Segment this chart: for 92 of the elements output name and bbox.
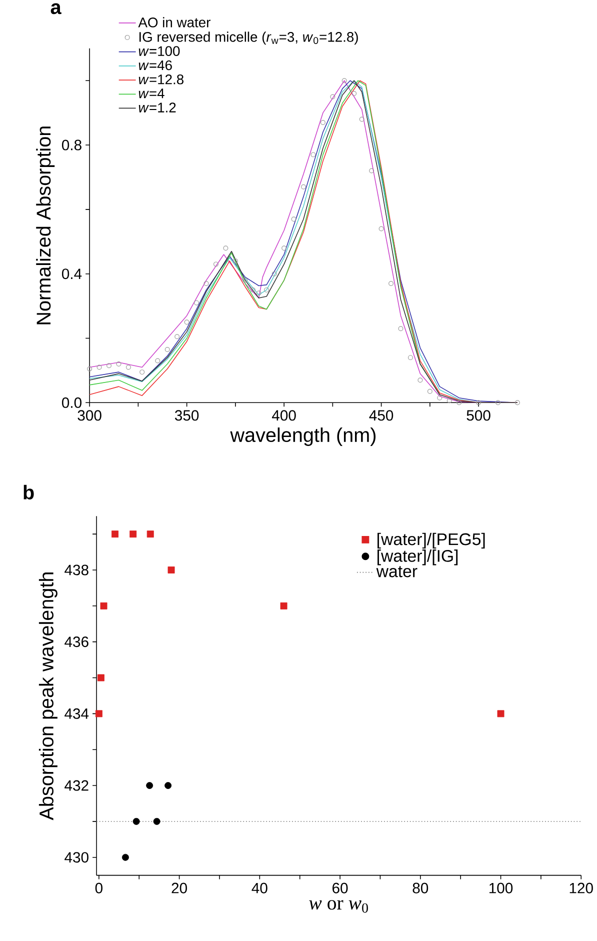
point bbox=[184, 320, 190, 325]
point bbox=[437, 395, 442, 400]
y-tick-label: 0.8 bbox=[62, 140, 82, 150]
point bbox=[398, 326, 404, 332]
point bbox=[132, 818, 140, 825]
x-tick-label: 0 bbox=[95, 882, 103, 894]
point bbox=[122, 854, 130, 861]
point bbox=[282, 246, 287, 251]
point bbox=[164, 782, 172, 789]
point bbox=[330, 94, 336, 100]
y-tick-label: 436 bbox=[64, 636, 88, 648]
point bbox=[87, 366, 92, 372]
point bbox=[126, 364, 132, 370]
point bbox=[369, 168, 374, 174]
point bbox=[456, 400, 462, 406]
point bbox=[280, 602, 288, 610]
point bbox=[130, 530, 137, 538]
point bbox=[476, 400, 482, 406]
x-axis-title: w or w$_{0}$ bbox=[309, 900, 368, 913]
point bbox=[388, 281, 394, 286]
point bbox=[320, 120, 326, 125]
point bbox=[497, 710, 504, 718]
y-tick-label: 430 bbox=[64, 852, 89, 863]
point bbox=[194, 300, 200, 306]
point bbox=[342, 78, 347, 84]
point bbox=[378, 226, 384, 232]
point bbox=[223, 246, 228, 251]
point bbox=[155, 358, 160, 364]
y-tick-label: 432 bbox=[64, 780, 88, 791]
x-tick-label: 60 bbox=[332, 882, 348, 894]
point bbox=[96, 364, 102, 370]
point bbox=[496, 400, 501, 406]
legend-label: w=46 bbox=[138, 60, 172, 70]
point bbox=[446, 398, 452, 404]
x-tick-label: 300 bbox=[78, 410, 102, 421]
x-tick-label: 400 bbox=[272, 410, 296, 421]
point bbox=[264, 287, 270, 292]
point bbox=[146, 530, 154, 538]
y-tick-label: 438 bbox=[64, 564, 88, 576]
point bbox=[256, 290, 262, 296]
x-tick-label: 120 bbox=[570, 882, 594, 894]
legend-label: AO in water bbox=[138, 17, 211, 28]
legend-label: water bbox=[376, 566, 418, 578]
point bbox=[250, 287, 256, 292]
y-axis-title: Normalized Absorption bbox=[36, 126, 55, 324]
point bbox=[418, 378, 423, 383]
point bbox=[164, 347, 170, 352]
legend-label: [water]/[PEG5] bbox=[378, 532, 485, 549]
x-tick-label: 100 bbox=[490, 882, 513, 894]
chart-title: a bbox=[50, 3, 62, 14]
legend-label: w=100 bbox=[138, 46, 180, 56]
legend-label: w=1.2 bbox=[138, 102, 176, 112]
point bbox=[515, 400, 520, 406]
point bbox=[272, 271, 277, 276]
x-tick-label: 500 bbox=[466, 410, 490, 421]
point bbox=[116, 362, 122, 367]
point bbox=[291, 216, 296, 222]
y-axis-title: Absorption peak wavelength bbox=[39, 572, 58, 820]
point bbox=[242, 278, 248, 283]
x-tick-label: 20 bbox=[172, 882, 188, 894]
x-tick-label: 80 bbox=[412, 882, 428, 894]
point bbox=[112, 530, 119, 538]
legend-label: IG reversed micelle (r$_{w}$=3, w$_{0}$=12.8) bbox=[140, 32, 358, 45]
point bbox=[140, 370, 145, 375]
point bbox=[428, 388, 432, 394]
point bbox=[352, 91, 357, 96]
point bbox=[168, 566, 175, 574]
legend-label: [water]/[IG] bbox=[378, 550, 458, 566]
point bbox=[96, 710, 102, 718]
x-tick-label: 40 bbox=[252, 882, 268, 894]
x-axis-title: wavelength (nm) bbox=[230, 427, 376, 446]
y-tick-label: 434 bbox=[64, 708, 89, 719]
point bbox=[233, 258, 238, 264]
x-tick-label: 350 bbox=[175, 410, 199, 421]
point bbox=[100, 602, 108, 610]
point bbox=[98, 674, 105, 682]
y-tick-label: 0.4 bbox=[62, 268, 82, 280]
point bbox=[359, 116, 364, 122]
point bbox=[106, 363, 112, 368]
point bbox=[310, 152, 316, 158]
x-tick-label: 450 bbox=[369, 410, 394, 421]
point bbox=[408, 355, 414, 360]
point bbox=[204, 281, 209, 286]
point bbox=[301, 184, 306, 190]
point bbox=[214, 262, 219, 267]
chart-title: b bbox=[24, 484, 34, 500]
point bbox=[174, 334, 180, 340]
point bbox=[146, 782, 154, 789]
y-tick-label: 0.0 bbox=[62, 397, 82, 408]
legend-label: w=4 bbox=[138, 88, 164, 98]
legend-label: w=12.8 bbox=[138, 74, 184, 84]
point bbox=[153, 818, 160, 825]
